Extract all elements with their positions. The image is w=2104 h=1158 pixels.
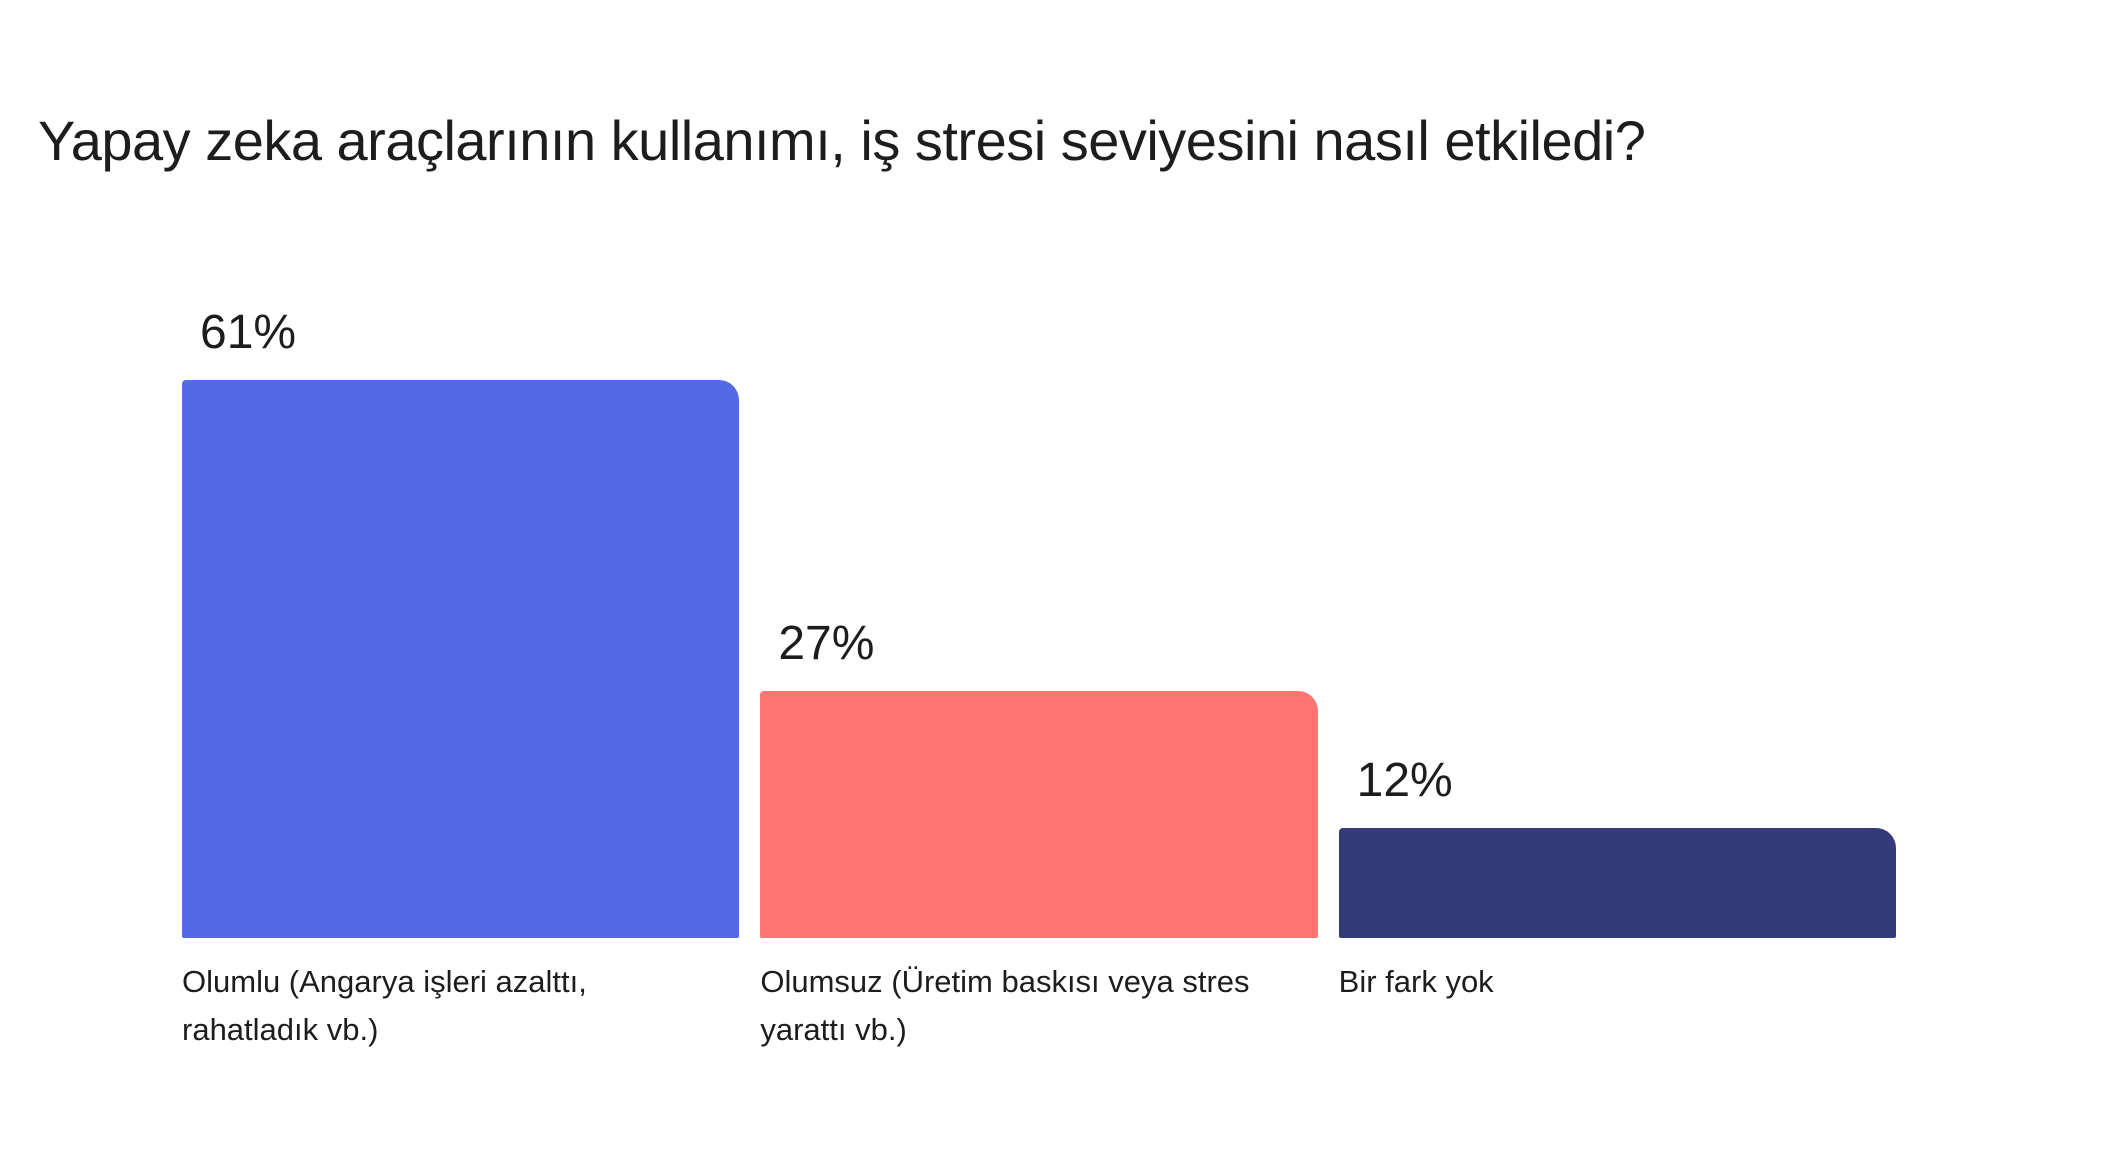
category-label-line: Olumlu (Angarya işleri azalttı, — [182, 964, 587, 999]
value-label-bir-fark-yok: 12% — [1356, 754, 1453, 808]
value-label-olumsuz: 27% — [778, 617, 875, 671]
bar-column-olumlu: 61% — [182, 306, 740, 938]
bar-bir-fark-yok — [1338, 828, 1896, 938]
category-label-olumsuz: Olumsuz (Üretim baskısı veya stres yarat… — [760, 958, 1317, 1054]
bar-olumlu — [182, 380, 740, 938]
bar-column-olumsuz: 27% — [760, 617, 1318, 938]
category-label-line: Bir fark yok — [1338, 964, 1494, 999]
bar-olumsuz — [760, 691, 1318, 938]
category-label-bir-fark-yok: Bir fark yok — [1339, 958, 1896, 1054]
chart-title: Yapay zeka araçlarının kullanımı, iş str… — [38, 109, 1646, 172]
bar-chart: 61% 27% 12% — [182, 290, 1896, 938]
category-label-line: rahatladık vb.) — [182, 1012, 379, 1047]
category-labels: Olumlu (Angarya işleri azalttı, rahatlad… — [182, 958, 1896, 1054]
value-label-olumlu: 61% — [200, 306, 297, 360]
bar-column-bir-fark-yok: 12% — [1338, 754, 1896, 938]
category-label-line: yarattı vb.) — [760, 1012, 907, 1047]
category-label-olumlu: Olumlu (Angarya işleri azalttı, rahatlad… — [182, 958, 739, 1054]
category-label-line: Olumsuz (Üretim baskısı veya stres — [760, 964, 1250, 999]
